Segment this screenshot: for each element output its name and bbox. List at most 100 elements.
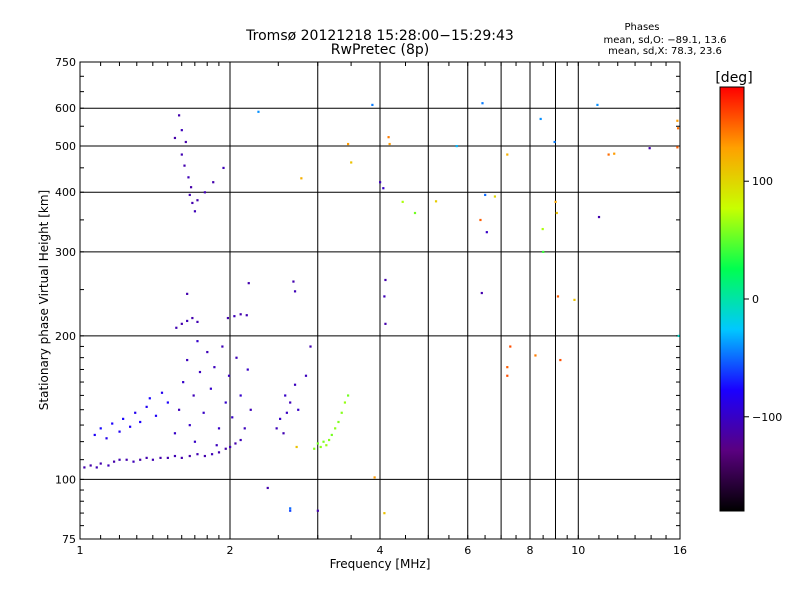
data-point — [202, 411, 205, 414]
data-point — [198, 370, 202, 374]
data-point — [188, 424, 191, 427]
data-point — [210, 453, 214, 456]
data-point — [215, 444, 218, 447]
data-point — [434, 200, 438, 203]
data-point — [285, 411, 288, 414]
data-point — [222, 166, 225, 170]
data-point — [246, 368, 249, 371]
data-point — [188, 454, 191, 458]
data-point — [556, 295, 560, 298]
data-point — [243, 427, 246, 430]
data-point — [506, 153, 509, 156]
data-point — [193, 440, 197, 443]
data-point — [166, 456, 169, 459]
data-point — [118, 458, 121, 461]
data-point — [139, 420, 142, 424]
data-point — [388, 142, 391, 146]
y-axis-label: Stationary phase Virtual Height [km] — [37, 190, 51, 410]
data-point — [203, 454, 206, 458]
data-point — [485, 231, 488, 234]
chart-title: Tromsø 20121218 15:28:00−15:29:43 — [245, 28, 514, 44]
data-point — [186, 292, 189, 295]
data-point — [384, 278, 387, 282]
data-point — [340, 411, 343, 414]
y-tick-label: 200 — [55, 330, 76, 343]
data-point — [233, 315, 236, 318]
data-point — [275, 427, 278, 430]
data-point — [180, 129, 183, 132]
data-point — [184, 140, 187, 144]
data-point — [506, 374, 509, 377]
colorbar-tick-label: 0 — [752, 293, 759, 306]
data-point — [183, 164, 186, 167]
data-point — [154, 414, 158, 417]
data-point — [145, 405, 148, 408]
data-point — [319, 445, 322, 449]
data-point — [373, 476, 376, 479]
data-point — [221, 345, 224, 348]
data-point — [235, 356, 238, 359]
data-point — [327, 438, 331, 442]
data-point — [217, 451, 221, 454]
grid-lines — [80, 62, 680, 539]
y-tick-label: 75 — [62, 533, 76, 546]
data-point — [196, 453, 199, 456]
data-point — [573, 298, 576, 301]
data-point — [337, 420, 340, 424]
data-point — [186, 358, 189, 362]
data-point — [239, 313, 242, 316]
data-point — [180, 322, 183, 325]
data-point — [188, 193, 191, 197]
data-point — [213, 366, 216, 369]
data-point — [247, 282, 250, 285]
data-point — [300, 177, 303, 180]
data-point — [159, 456, 162, 459]
data-point — [160, 391, 164, 394]
data-point — [196, 320, 199, 323]
data-point — [118, 430, 121, 433]
data-point — [613, 152, 616, 155]
x-tick-label: 4 — [377, 544, 384, 557]
data-point — [180, 153, 183, 156]
data-point — [107, 464, 110, 467]
data-point — [227, 374, 231, 377]
data-point — [203, 191, 206, 194]
data-point — [125, 458, 128, 461]
data-point — [245, 314, 248, 317]
data-point — [648, 147, 651, 150]
data-point — [481, 102, 484, 105]
x-tick-label: 1 — [77, 544, 84, 557]
data-point — [676, 146, 679, 149]
data-point — [509, 345, 512, 348]
data-point — [224, 447, 227, 450]
data-point — [484, 193, 487, 197]
data-point — [212, 181, 215, 184]
data-point — [413, 211, 417, 215]
x-axis-label: Frequency [MHz] — [330, 557, 431, 571]
data-point — [295, 445, 298, 449]
data-point — [112, 460, 116, 463]
data-point — [234, 442, 237, 445]
data-point — [231, 416, 234, 419]
data-point — [145, 456, 148, 459]
data-point — [350, 161, 353, 164]
y-tick-label: 600 — [55, 102, 76, 115]
data-point — [132, 460, 135, 463]
data-point — [322, 440, 325, 443]
data-point — [553, 140, 556, 144]
data-points — [83, 102, 680, 515]
plot-frame — [79, 61, 681, 540]
x-tick-label: 10 — [571, 544, 585, 557]
data-point — [191, 201, 194, 205]
data-point — [180, 456, 183, 459]
data-point — [83, 466, 86, 469]
data-point — [166, 401, 169, 404]
data-point — [173, 432, 177, 435]
y-tick-label: 300 — [55, 246, 76, 259]
data-point — [383, 295, 386, 298]
data-point — [506, 366, 509, 369]
colorbar-scale — [719, 86, 745, 512]
data-point — [89, 464, 92, 467]
data-point — [257, 110, 260, 113]
data-point — [541, 227, 544, 231]
